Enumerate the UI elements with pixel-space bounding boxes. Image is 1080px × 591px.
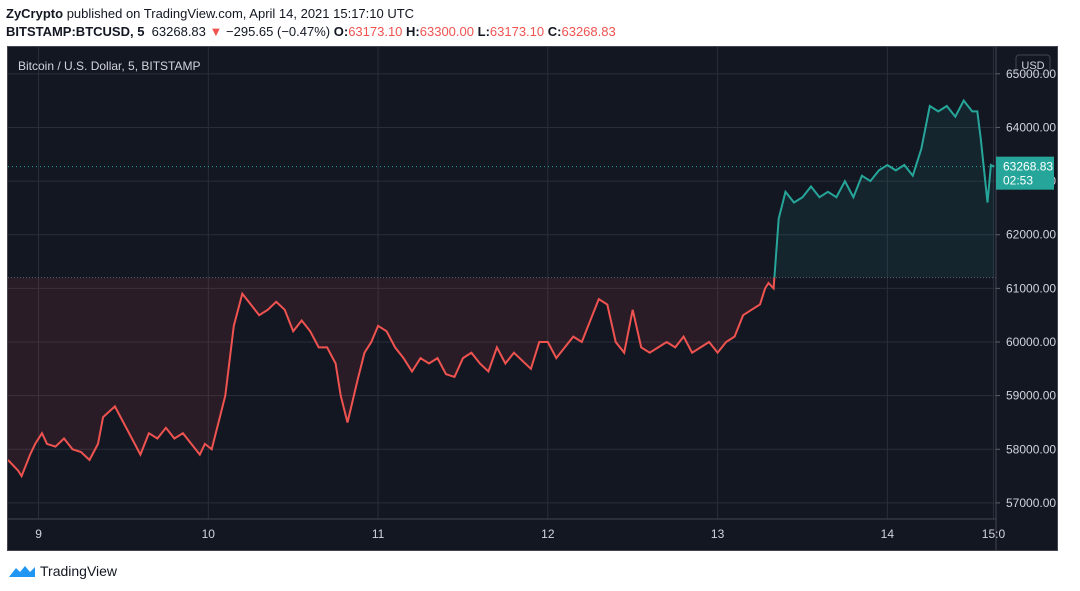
price-axis[interactable]: 57000.00 58000.00 59000.00 60000.00 61000.00… — [995, 47, 1056, 550]
time-tick-label: 12 — [541, 527, 555, 541]
price-tick-label: 64000.00 — [1006, 120, 1056, 134]
low-value: 63173.10 — [489, 24, 545, 39]
time-axis[interactable]: 9 10 11 12 13 14 15:0 — [8, 518, 1006, 541]
chart-title: Bitcoin / U.S. Dollar, 5, BITSTAMP — [18, 59, 201, 73]
price-line-down — [8, 277, 776, 479]
time-tick-label: 11 — [372, 527, 385, 541]
time-tick-label: 13 — [711, 527, 725, 541]
last-price-tag[interactable] — [996, 156, 1054, 190]
ohlc-line: BITSTAMP:BTCUSD, 5 63268.83 ▼ −295.65 (−… — [6, 24, 616, 39]
time-tick-label: 10 — [202, 527, 216, 541]
last-price-value: 63268.83 — [1003, 160, 1053, 174]
price-tick-label: 62000.00 — [1006, 228, 1056, 242]
price-line-up — [773, 98, 995, 278]
open-value: 63173.10 — [348, 24, 403, 39]
baseline-area — [8, 100, 996, 477]
symbol-label: BITSTAMP:BTCUSD, 5 — [6, 24, 145, 39]
down-arrow-icon: ▼ — [209, 24, 223, 39]
author-name[interactable]: ZyCrypto — [6, 6, 64, 21]
open-label: O: — [333, 24, 349, 39]
price-line — [8, 98, 995, 479]
price-tick-label: 61000.00 — [1006, 281, 1056, 295]
price-chart-svg[interactable]: Bitcoin / U.S. Dollar, 5, BITSTAMP USD 5… — [8, 47, 1057, 550]
area-below-baseline — [8, 277, 775, 477]
low-label: L: — [477, 24, 490, 39]
publish-info: ZyCrypto published on TradingView.com, A… — [6, 6, 414, 21]
close-value: 63268.83 — [561, 24, 616, 39]
high-label: H: — [406, 24, 420, 39]
high-value: 63300.00 — [419, 24, 474, 39]
price-chart[interactable]: Bitcoin / U.S. Dollar, 5, BITSTAMP USD 5… — [7, 46, 1058, 551]
bar-countdown: 02:53 — [1003, 174, 1033, 188]
price-tick-label: 65000.00 — [1006, 67, 1056, 81]
currency-box[interactable] — [1015, 54, 1051, 75]
price-tick-label: 57000.00 — [1006, 496, 1056, 510]
price-tick-label: 60000.00 — [1006, 335, 1056, 349]
price-tick-label: 59000.00 — [1006, 389, 1056, 403]
last-price: 63268.83 — [151, 24, 206, 39]
grid — [8, 47, 996, 519]
tradingview-logo-icon — [9, 566, 35, 577]
time-tick-label: 9 — [35, 527, 42, 541]
brand-label[interactable]: TradingView — [40, 563, 118, 579]
price-tick-label: 58000.00 — [1006, 442, 1056, 456]
area-above-baseline — [8, 100, 995, 278]
time-tick-label: 15:0 — [982, 527, 1006, 541]
published-text: published on TradingView.com, April 14, … — [66, 6, 415, 21]
close-label: C: — [547, 24, 562, 39]
currency-label: USD — [1021, 60, 1044, 72]
price-change: −295.65 (−0.47%) — [226, 24, 331, 39]
footer: TradingView — [8, 563, 117, 579]
time-tick-label: 14 — [881, 527, 895, 541]
